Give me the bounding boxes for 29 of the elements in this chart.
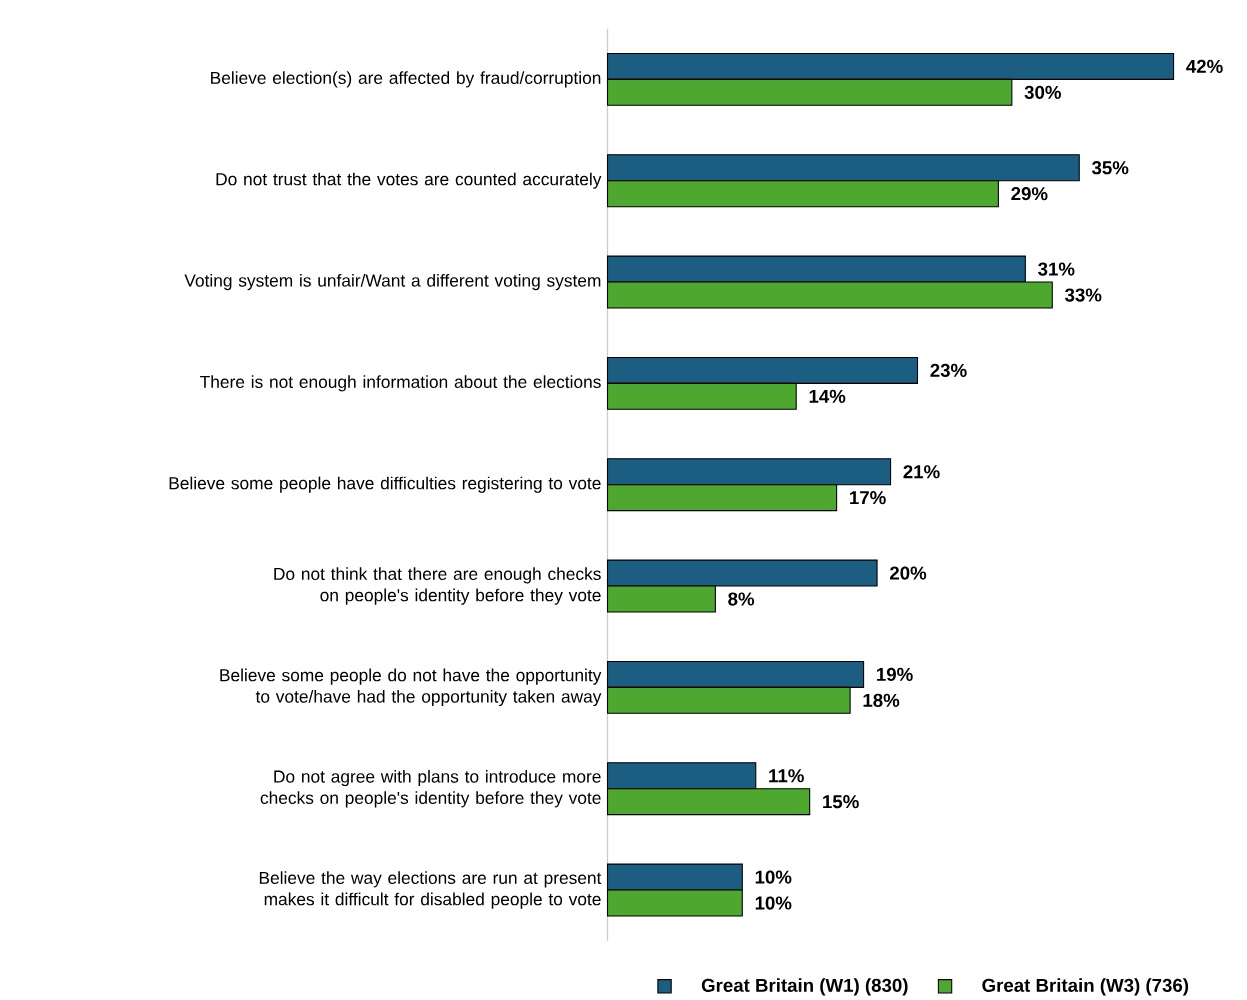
data-label: 30% <box>1024 85 1061 99</box>
y-tick-label: Do not agree with plans to introduce more checks on people's identity before they vote <box>260 769 601 808</box>
data-label: 31% <box>1038 262 1075 276</box>
y-tick-label: Believe the way elections are run at present makes it difficult for disabled people to vote <box>259 871 602 909</box>
data-label: 10% <box>755 896 792 910</box>
data-label: 33% <box>1064 288 1102 302</box>
data-label: 21% <box>903 465 940 479</box>
y-tick-label: Voting system is unfair/Want a different voting system <box>184 273 601 291</box>
data-label: 35% <box>1091 161 1129 175</box>
data-label: 17% <box>850 491 886 505</box>
data-label: 18% <box>863 693 900 707</box>
legend-label: Great Britain (W3) (736) <box>982 978 1189 996</box>
data-label: 11% <box>769 769 804 783</box>
y-tick-label: Believe some people do not have the opportunity to vote/have had the opportunity taken away <box>220 668 602 707</box>
data-label: 29% <box>1011 187 1048 201</box>
data-label: 15% <box>823 795 859 809</box>
y-tick-label: Do not trust that the votes are counted accurately <box>216 172 602 189</box>
data-label: 23% <box>930 363 967 378</box>
data-label: 20% <box>889 566 927 580</box>
data-label: 42% <box>1186 59 1223 73</box>
data-label: 10% <box>755 870 792 884</box>
data-label: 8% <box>728 592 755 606</box>
y-tick-label: Do not think that there are enough checks on people's identity before they vote <box>274 567 601 605</box>
y-tick-label: There is not enough information about the elections <box>200 375 601 392</box>
data-label: 14% <box>809 389 846 403</box>
data-label: 19% <box>877 667 913 682</box>
legend-label: Great Britain (W1) (830) <box>701 978 908 996</box>
y-tick-label: Believe some people have difficulties registering to vote <box>169 476 601 493</box>
y-tick-label: Believe election(s) are affected by fraud/corruption <box>211 71 601 88</box>
